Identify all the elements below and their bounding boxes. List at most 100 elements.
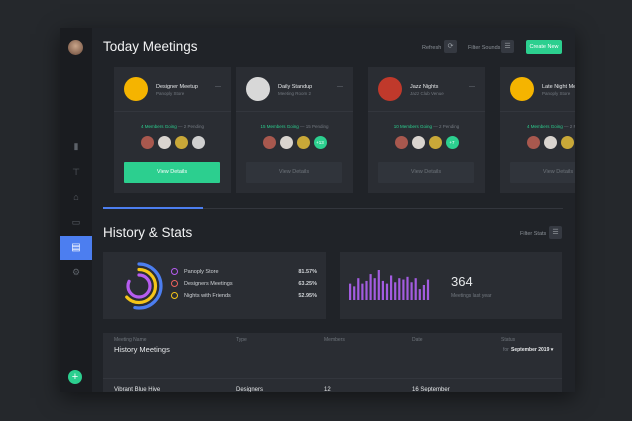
legend-value: 81.57% <box>298 269 317 275</box>
table-cell: 12 <box>324 387 331 392</box>
chart-icon[interactable]: ▮ <box>73 141 79 151</box>
filter-icon[interactable]: ☰ <box>501 40 514 53</box>
bar <box>406 276 409 300</box>
meeting-card[interactable]: Late Night Me Panoply Store — 4 Members … <box>500 67 575 193</box>
avatar <box>157 136 171 149</box>
refresh-label[interactable]: Refresh <box>422 45 442 51</box>
column-header[interactable]: Date <box>412 337 423 343</box>
legend-item: Nights with Friends 52.95% <box>171 292 317 299</box>
legend-item: Panoply Store 81.57% <box>171 268 317 275</box>
user-avatar[interactable] <box>68 40 83 55</box>
members-status: 15 Members Going — 15 Pending <box>260 124 329 129</box>
view-details-button[interactable]: View Details <box>378 162 474 183</box>
meeting-card[interactable]: Jazz Nights Jazz Club Venue — 10 Members… <box>368 67 485 193</box>
add-button[interactable]: + <box>68 370 82 384</box>
legend-label: Designers Meetings <box>184 280 233 287</box>
signpost-icon[interactable]: ⊤ <box>72 167 80 177</box>
member-avatars: +13 <box>236 136 353 149</box>
view-details-button[interactable]: View Details <box>124 162 220 183</box>
stats-title: History & Stats <box>103 225 193 240</box>
bar <box>361 283 364 300</box>
meeting-logo <box>378 77 402 101</box>
more-members-badge[interactable]: +7 <box>445 136 459 149</box>
create-new-button[interactable]: Create New <box>526 40 562 54</box>
members-going: 15 Members Going <box>260 124 299 129</box>
bar <box>369 274 372 300</box>
bar <box>357 278 360 300</box>
document-icon[interactable]: ▤ <box>60 236 92 260</box>
avatar <box>411 136 425 149</box>
history-title: History Meetings <box>114 345 170 354</box>
member-avatars <box>114 136 231 149</box>
page-title: Today Meetings <box>103 39 198 54</box>
legend-dot-icon <box>171 280 178 287</box>
period-select[interactable]: September 2019 ▾ <box>511 347 554 353</box>
carousel-indicator[interactable] <box>103 207 563 209</box>
members-pending: 15 Pending <box>305 124 329 129</box>
meeting-title: Daily Standup <box>278 84 313 90</box>
chat-icon[interactable]: ▭ <box>71 217 81 227</box>
table-cell: Designers <box>236 387 264 392</box>
bar <box>381 280 384 300</box>
legend-value: 63.25% <box>298 281 317 287</box>
column-header[interactable]: Type <box>236 337 247 343</box>
members-pending: 2 Pending <box>569 124 575 129</box>
more-icon[interactable]: — <box>215 84 221 90</box>
divider <box>236 111 353 112</box>
radial-chart <box>115 262 163 310</box>
legend-value: 52.95% <box>298 293 317 299</box>
bar <box>414 278 417 300</box>
meeting-logo <box>510 77 534 101</box>
gear-icon[interactable]: ⚙ <box>71 267 81 277</box>
members-going: 4 Members Going <box>526 124 563 129</box>
filter-label[interactable]: Filter Sounds <box>468 45 501 51</box>
basket-icon[interactable]: ⌂ <box>73 192 79 202</box>
radial-stats-panel: Panoply Store 81.57% Designers Meetings 63.… <box>103 252 326 319</box>
filter-stats-label[interactable]: Filter Stats <box>520 231 547 237</box>
legend-label: Nights with Friends <box>184 292 231 299</box>
bar <box>373 278 376 300</box>
avatar <box>428 136 442 149</box>
meeting-title: Jazz Nights <box>410 84 439 90</box>
more-icon[interactable]: — <box>469 84 475 90</box>
view-details-button[interactable]: View Details <box>246 162 342 183</box>
bar <box>349 283 352 300</box>
bar <box>410 282 413 300</box>
meeting-card[interactable]: Daily Standup Meeting Room 2 — 15 Member… <box>236 67 353 193</box>
members-pending: 2 Pending <box>183 124 205 129</box>
members-pending: 2 Pending <box>439 124 460 129</box>
meeting-place: Jazz Club Venue <box>410 91 444 96</box>
column-header[interactable]: Meeting Name <box>114 337 147 343</box>
filter-stats-icon[interactable]: ☰ <box>549 226 562 239</box>
history-table <box>103 333 562 392</box>
meeting-title: Designer Meetup <box>156 84 198 90</box>
bar <box>418 289 421 300</box>
bar-chart <box>349 270 430 300</box>
more-icon[interactable]: — <box>337 84 343 90</box>
members-status: 4 Members Going — 2 Pending <box>140 124 205 129</box>
refresh-icon[interactable]: ⟳ <box>444 40 457 53</box>
app-window: ▮ ⊤ ⌂ ▭ ▤ ⚙ + Today Meetings Refresh ⟳ F… <box>60 28 575 392</box>
bar <box>353 286 356 300</box>
divider <box>114 111 231 112</box>
more-members-badge[interactable]: +13 <box>313 136 327 149</box>
divider <box>103 378 562 379</box>
table-cell: 16 September <box>412 387 450 392</box>
column-header[interactable]: Members <box>324 337 345 343</box>
meeting-title: Late Night Me <box>542 84 575 90</box>
member-avatars <box>500 136 575 149</box>
members-going: 4 Members Going <box>140 124 177 129</box>
member-avatars: +7 <box>368 136 485 149</box>
column-header[interactable]: Status <box>501 337 516 343</box>
legend-dot-icon <box>171 292 178 299</box>
bar <box>365 280 368 300</box>
meeting-logo <box>246 77 270 101</box>
meetings-count: 364 <box>451 274 473 289</box>
bar <box>398 278 401 300</box>
meeting-place: Meeting Room 2 <box>278 91 312 96</box>
meeting-card[interactable]: Designer Meetup Panoply Store — 4 Member… <box>114 67 231 193</box>
avatar <box>543 136 557 149</box>
view-details-button[interactable]: View Details <box>510 162 575 183</box>
bar <box>402 279 405 300</box>
bar <box>422 285 425 300</box>
